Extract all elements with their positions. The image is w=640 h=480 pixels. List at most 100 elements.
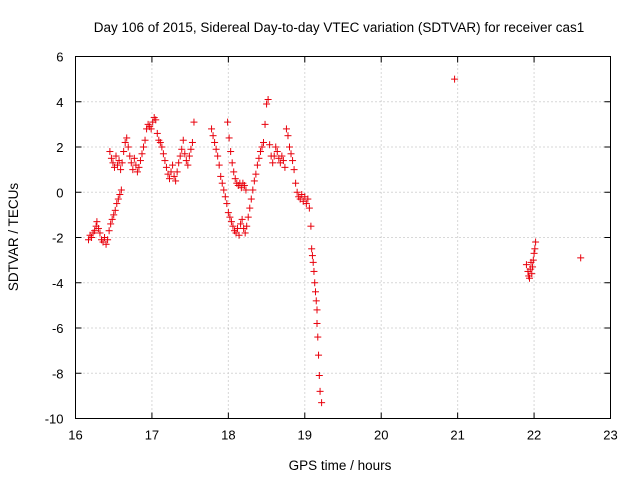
data-point	[136, 157, 144, 165]
x-axis-label: GPS time / hours	[289, 458, 392, 473]
data-point	[310, 267, 318, 275]
data-point	[212, 145, 220, 153]
data-point	[228, 159, 236, 167]
data-point	[188, 138, 196, 146]
data-point	[577, 254, 585, 262]
data-point	[169, 161, 177, 169]
data-point	[284, 132, 292, 140]
data-point	[105, 227, 113, 235]
chart-title: Day 106 of 2015, Sidereal Day-to-day VTE…	[94, 20, 584, 35]
data-point	[315, 372, 323, 380]
data-point	[133, 168, 141, 176]
y-tick-label: -6	[52, 321, 64, 336]
data-point	[522, 261, 530, 269]
y-axis-label: SDTVAR / TECUs	[6, 183, 21, 292]
data-point	[172, 177, 180, 185]
data-point	[225, 134, 233, 142]
data-point	[175, 159, 183, 167]
data-point	[230, 168, 238, 176]
data-point	[309, 258, 317, 266]
data-point	[152, 116, 160, 124]
data-point	[287, 150, 295, 158]
data-point	[181, 150, 189, 158]
data-point	[182, 157, 190, 165]
y-tick-label: 0	[56, 185, 63, 200]
data-point	[243, 222, 251, 230]
data-point	[159, 150, 167, 158]
data-point	[209, 132, 217, 140]
x-tick-label: 19	[298, 428, 312, 443]
data-point	[249, 186, 257, 194]
data-point	[240, 181, 248, 189]
data-points	[84, 75, 585, 407]
data-point	[272, 143, 280, 151]
data-point	[162, 163, 170, 171]
y-tick-label: 6	[56, 50, 63, 65]
data-point	[173, 168, 181, 176]
data-point	[127, 159, 135, 167]
data-point	[315, 351, 323, 359]
data-point	[529, 256, 537, 264]
data-point	[153, 129, 161, 137]
data-point	[107, 154, 115, 162]
data-point	[250, 177, 258, 185]
data-point	[170, 172, 178, 180]
data-point	[104, 236, 112, 244]
data-point	[256, 148, 264, 156]
data-point	[308, 245, 316, 253]
data-point	[185, 152, 193, 160]
x-tick-label: 18	[221, 428, 235, 443]
data-point	[218, 179, 226, 187]
data-point	[313, 319, 321, 327]
data-point	[270, 152, 278, 160]
data-point	[117, 166, 125, 174]
data-point	[166, 175, 174, 183]
data-point	[266, 141, 274, 149]
data-point	[106, 148, 114, 156]
data-point	[244, 213, 252, 221]
data-point	[190, 118, 198, 126]
data-point	[231, 175, 239, 183]
data-point	[261, 120, 269, 128]
data-point	[289, 157, 297, 165]
data-point	[302, 200, 310, 208]
data-point	[94, 224, 102, 232]
data-point	[229, 222, 237, 230]
data-point	[293, 188, 301, 196]
data-point	[238, 215, 246, 223]
x-tick-label: 21	[450, 428, 464, 443]
data-point	[113, 200, 121, 208]
data-point	[529, 263, 537, 271]
x-tick-label: 22	[527, 428, 541, 443]
data-point	[126, 152, 134, 160]
data-point	[156, 138, 164, 146]
x-tick-label: 23	[603, 428, 617, 443]
data-point	[258, 143, 266, 151]
data-point	[282, 125, 290, 133]
data-point	[312, 297, 320, 305]
data-point	[279, 157, 287, 165]
data-point	[88, 234, 96, 241]
x-tick-label: 17	[145, 428, 159, 443]
x-tick-label: 16	[68, 428, 82, 443]
data-point	[223, 200, 231, 208]
data-point	[130, 154, 138, 162]
data-point	[161, 157, 169, 165]
data-point	[178, 145, 186, 153]
data-point	[208, 125, 216, 133]
data-point	[260, 138, 268, 146]
data-point	[138, 150, 146, 158]
data-point	[227, 218, 235, 226]
data-point	[184, 161, 192, 169]
data-point	[314, 333, 322, 341]
data-point	[263, 100, 271, 108]
data-point	[217, 172, 225, 180]
data-point	[118, 159, 126, 167]
data-point	[253, 161, 261, 169]
data-point	[531, 245, 539, 253]
data-point	[246, 204, 254, 212]
data-point	[114, 195, 122, 203]
y-tick-label: -8	[52, 366, 64, 381]
data-point	[224, 209, 232, 217]
